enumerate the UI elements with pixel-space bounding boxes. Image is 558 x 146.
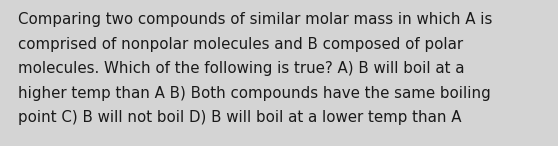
Text: higher temp than A B) Both compounds have the same boiling: higher temp than A B) Both compounds hav… xyxy=(18,86,490,100)
Text: Comparing two compounds of similar molar mass in which A is: Comparing two compounds of similar molar… xyxy=(18,12,492,27)
Text: molecules. Which of the following is true? A) B will boil at a: molecules. Which of the following is tru… xyxy=(18,61,464,76)
Text: point C) B will not boil D) B will boil at a lower temp than A: point C) B will not boil D) B will boil … xyxy=(18,110,461,125)
Text: comprised of nonpolar molecules and B composed of polar: comprised of nonpolar molecules and B co… xyxy=(18,36,463,52)
